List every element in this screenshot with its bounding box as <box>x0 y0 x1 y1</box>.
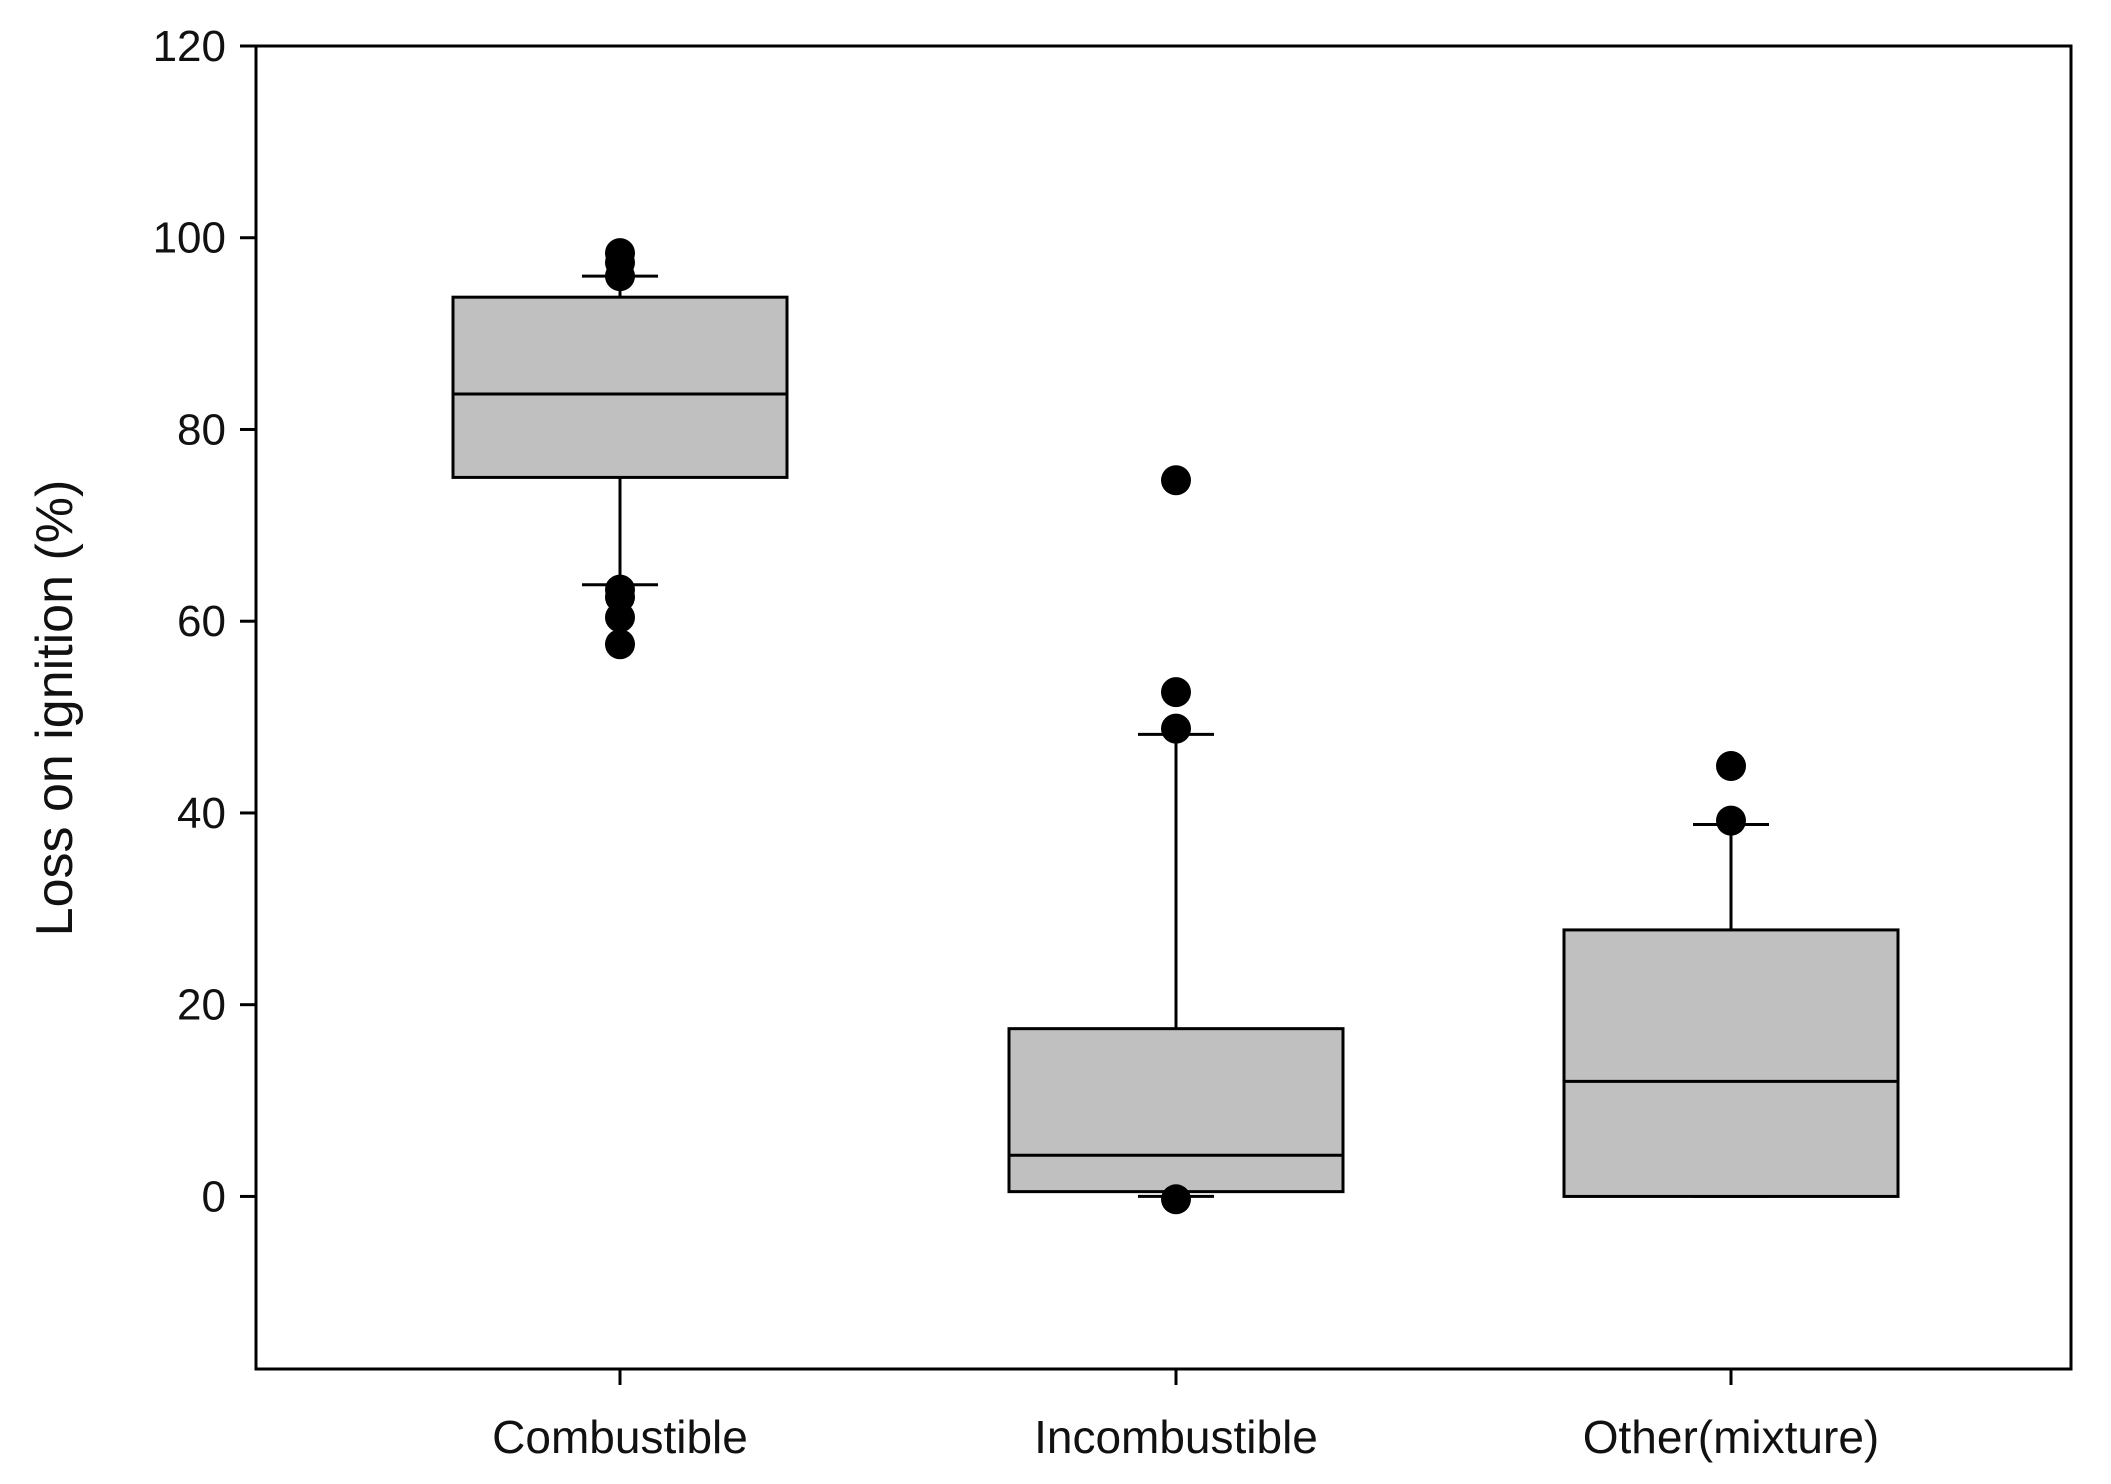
x-category-label: Incombustible <box>1034 1411 1318 1463</box>
box-group-1 <box>451 238 789 660</box>
outlier-point <box>1161 1184 1191 1215</box>
y-tick-label: 0 <box>202 1172 226 1221</box>
x-category-label: Combustible <box>492 1411 748 1463</box>
x-category-label: Other(mixture) <box>1583 1411 1879 1463</box>
outlier-point <box>1161 713 1191 744</box>
iqr-box <box>1007 1027 1345 1194</box>
y-tick-label: 100 <box>153 214 226 263</box>
y-tick-label: 60 <box>177 597 226 646</box>
outlier-point <box>1161 677 1191 708</box>
outlier-point <box>605 238 635 269</box>
y-tick-label: 20 <box>177 981 226 1030</box>
iqr-box <box>451 295 789 479</box>
iqr-box <box>1562 928 1900 1198</box>
boxes-layer <box>451 238 1900 1215</box>
y-tick-label: 80 <box>177 405 226 454</box>
box-group-3 <box>1562 750 1900 1198</box>
y-tick-label: 40 <box>177 789 226 838</box>
outlier-point <box>1161 465 1191 496</box>
outlier-point <box>605 574 635 605</box>
y-tick-label: 120 <box>153 22 226 71</box>
outlier-point <box>1716 805 1746 836</box>
y-axis-title: Loss on ignition (%) <box>26 480 84 937</box>
x-axis-ticks: Combustible Incombustible Other(mixture) <box>492 1369 1879 1463</box>
box-group-2 <box>1007 465 1345 1215</box>
y-axis-ticks: 0 20 40 60 80 100 120 <box>153 22 256 1221</box>
outlier-point <box>1716 750 1746 781</box>
outlier-point <box>605 629 635 660</box>
plot-area-frame <box>254 44 2073 1371</box>
